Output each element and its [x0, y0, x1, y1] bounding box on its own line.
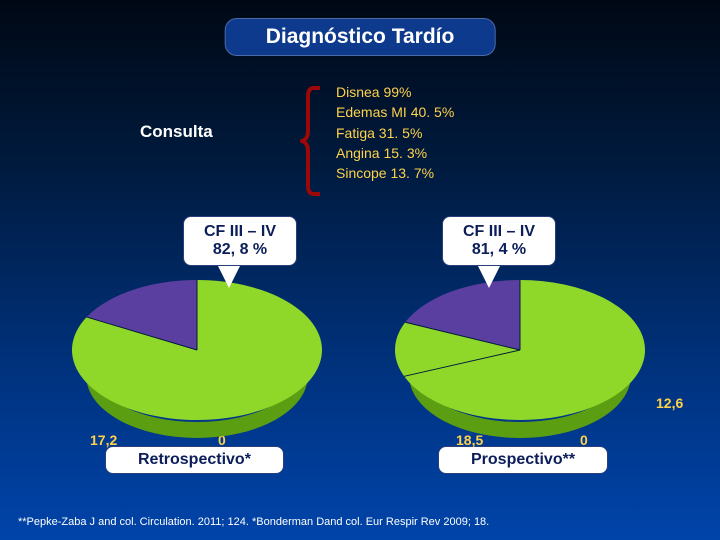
symptom-line: Disnea 99% [336, 82, 454, 102]
callout-right-tail [478, 266, 500, 288]
symptom-line: Angina 15. 3% [336, 143, 454, 163]
callout-right-line2: 81, 4 % [463, 241, 535, 259]
symptom-line: Sincope 13. 7% [336, 163, 454, 183]
pie-left [72, 280, 322, 450]
bottom-right-box: Prospectivo** [438, 446, 608, 474]
pie-label: 12,6 [656, 395, 683, 411]
consulta-label: Consulta [140, 122, 213, 142]
bracket-icon [300, 86, 326, 196]
callout-left-line2: 82, 8 % [204, 241, 276, 259]
pie-right [395, 280, 645, 450]
title-box: Diagnóstico Tardío [225, 18, 496, 56]
callout-left-tail [218, 266, 240, 288]
symptom-line: Edemas MI 40. 5% [336, 102, 454, 122]
callout-right-line1: CF III – IV [463, 223, 535, 241]
symptom-line: Fatiga 31. 5% [336, 123, 454, 143]
callout-left: CF III – IV 82, 8 % [183, 216, 297, 266]
callout-left-line1: CF III – IV [204, 223, 276, 241]
bottom-left-box: Retrospectivo* [105, 446, 284, 474]
callout-right: CF III – IV 81, 4 % [442, 216, 556, 266]
footnote: **Pepke-Zaba J and col. Circulation. 201… [18, 516, 702, 528]
symptoms-list: Disnea 99%Edemas MI 40. 5%Fatiga 31. 5%A… [336, 82, 454, 183]
